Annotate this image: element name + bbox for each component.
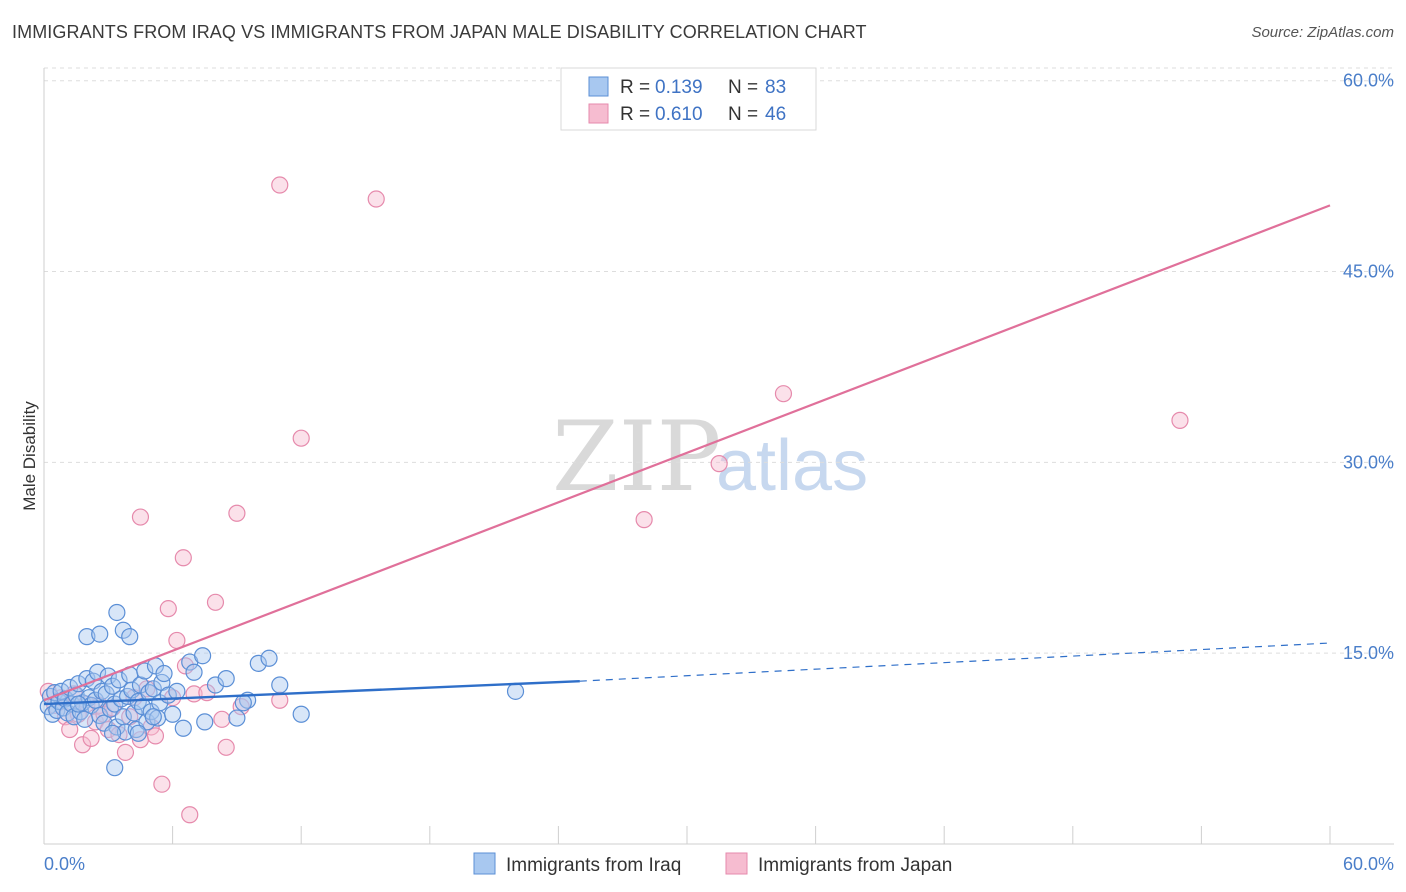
source-credit: Source: ZipAtlas.com bbox=[1251, 24, 1394, 41]
y-tick-label-30: 30.0% bbox=[1343, 452, 1394, 472]
legend-n-value-japan: 46 bbox=[765, 104, 786, 125]
point-iraq bbox=[260, 649, 278, 667]
point-japan bbox=[153, 775, 171, 793]
point-iraq bbox=[78, 628, 96, 646]
point-japan bbox=[367, 190, 385, 208]
bottom-legend: Immigrants from Iraq Immigrants from Jap… bbox=[473, 852, 952, 876]
point-iraq bbox=[234, 694, 252, 712]
point-japan bbox=[217, 738, 235, 756]
point-iraq bbox=[136, 662, 154, 680]
point-iraq bbox=[144, 680, 162, 698]
point-japan bbox=[61, 720, 79, 739]
watermark-zip: ZIP bbox=[552, 401, 721, 513]
point-iraq bbox=[103, 677, 122, 695]
legend-r-label-japan: R = bbox=[620, 104, 650, 125]
point-japan bbox=[181, 806, 199, 824]
point-japan bbox=[1171, 411, 1189, 429]
point-iraq bbox=[506, 682, 525, 700]
point-iraq bbox=[228, 709, 246, 727]
point-japan bbox=[116, 743, 135, 762]
legend-r-label-iraq: R = bbox=[620, 77, 650, 98]
bottom-legend-label-iraq: Immigrants from Iraq bbox=[506, 855, 681, 876]
point-japan bbox=[710, 455, 728, 473]
x-tick-label-max: 60.0% bbox=[1343, 854, 1394, 874]
x-tick-label-min: 0.0% bbox=[44, 854, 85, 874]
point-japan bbox=[82, 729, 100, 748]
point-japan bbox=[174, 549, 192, 567]
point-iraq bbox=[155, 664, 173, 683]
point-iraq bbox=[108, 603, 126, 622]
bottom-legend-swatch-iraq bbox=[473, 852, 496, 875]
trend-line-iraq-extension bbox=[579, 642, 1331, 682]
bottom-legend-label-japan: Immigrants from Japan bbox=[758, 855, 952, 876]
trend-line-iraq bbox=[43, 679, 580, 706]
point-iraq bbox=[144, 708, 162, 726]
trend-line-japan bbox=[43, 204, 1331, 702]
legend-swatch-iraq bbox=[588, 76, 609, 97]
point-iraq bbox=[106, 759, 124, 777]
point-japan bbox=[774, 385, 793, 403]
point-japan bbox=[635, 511, 653, 529]
point-japan bbox=[131, 508, 150, 526]
trend-lines bbox=[43, 204, 1331, 706]
point-japan bbox=[228, 504, 246, 522]
point-iraq bbox=[206, 676, 225, 694]
point-iraq bbox=[164, 705, 182, 723]
point-iraq bbox=[292, 705, 310, 723]
legend-n-label-japan: N = bbox=[728, 104, 758, 125]
legend-swatch-japan bbox=[588, 103, 609, 124]
point-iraq bbox=[194, 647, 212, 665]
point-iraq bbox=[174, 719, 192, 737]
legend-n-label-iraq: N = bbox=[728, 77, 758, 98]
legend-r-value-japan: 0.610 bbox=[655, 104, 703, 125]
point-japan bbox=[271, 691, 289, 709]
point-iraq bbox=[114, 621, 132, 639]
gridlines bbox=[44, 67, 1394, 654]
point-japan bbox=[271, 176, 289, 194]
legend-r-value-iraq: 0.139 bbox=[655, 77, 703, 98]
point-iraq bbox=[196, 713, 214, 731]
point-japan bbox=[73, 736, 92, 754]
series-iraq-points bbox=[39, 603, 525, 777]
y-tick-label-60: 60.0% bbox=[1343, 71, 1394, 91]
x-axis-ticks bbox=[172, 826, 1331, 844]
watermark-atlas: atlas bbox=[716, 426, 868, 506]
point-japan bbox=[213, 710, 231, 728]
bottom-legend-swatch-japan bbox=[725, 852, 748, 875]
point-japan bbox=[292, 429, 310, 447]
y-tick-label-45: 45.0% bbox=[1343, 262, 1394, 282]
point-iraq bbox=[121, 628, 139, 646]
point-japan bbox=[206, 593, 225, 611]
point-iraq bbox=[116, 723, 135, 741]
y-tick-label-15: 15.0% bbox=[1343, 643, 1394, 663]
point-iraq bbox=[185, 663, 203, 681]
y-axis-tick-labels: 15.0% 30.0% 45.0% 60.0% bbox=[1343, 71, 1394, 663]
point-iraq bbox=[217, 670, 235, 688]
point-iraq bbox=[129, 724, 147, 742]
point-iraq bbox=[249, 654, 267, 672]
point-iraq bbox=[91, 625, 109, 643]
point-iraq bbox=[168, 682, 186, 700]
point-japan bbox=[146, 727, 165, 745]
y-axis-label: Male Disability bbox=[20, 401, 39, 511]
point-iraq bbox=[103, 724, 122, 742]
top-legend: R = 0.139 N = 83 R = 0.610 N = 46 bbox=[560, 67, 817, 131]
point-japan bbox=[159, 600, 177, 618]
point-iraq bbox=[271, 676, 289, 694]
legend-n-value-iraq: 83 bbox=[765, 77, 786, 98]
point-iraq bbox=[69, 695, 87, 713]
chart-title: IMMIGRANTS FROM IRAQ VS IMMIGRANTS FROM … bbox=[12, 22, 867, 42]
